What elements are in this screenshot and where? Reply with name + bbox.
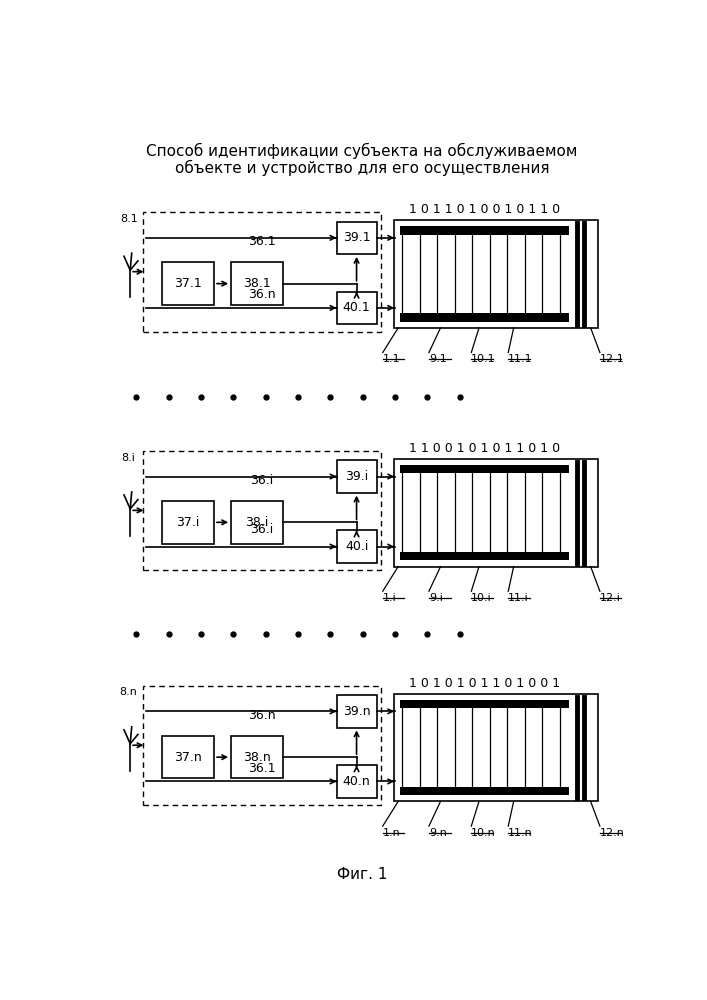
Text: 9.n: 9.n (429, 828, 447, 838)
Text: 10.i: 10.i (472, 593, 492, 603)
Text: 39.1: 39.1 (343, 231, 370, 244)
Bar (162, 501, 214, 544)
Bar (400, 552, 569, 560)
Text: 8.i: 8.i (122, 453, 136, 463)
Text: 36.n: 36.n (248, 288, 276, 301)
Text: 1 0 1 0 1 0 1 1 0 1 0 0 1: 1 0 1 0 1 0 1 1 0 1 0 0 1 (409, 677, 561, 690)
Bar (395, 459, 598, 567)
Bar (231, 262, 284, 305)
Bar (395, 694, 598, 801)
Text: 12.i: 12.i (600, 593, 621, 603)
Text: 37.n: 37.n (174, 751, 201, 764)
Text: 12.n: 12.n (600, 828, 625, 838)
Bar (337, 695, 377, 728)
Text: 36.1: 36.1 (248, 235, 276, 248)
Text: 10.n: 10.n (472, 828, 496, 838)
Bar (143, 451, 381, 570)
Text: 9.1: 9.1 (429, 354, 447, 364)
Text: 9.i: 9.i (429, 593, 443, 603)
Bar (143, 686, 381, 805)
Bar (337, 292, 377, 324)
Text: 11.1: 11.1 (508, 354, 533, 364)
Bar (337, 222, 377, 254)
Text: 1.i: 1.i (382, 593, 397, 603)
Text: 12.1: 12.1 (600, 354, 624, 364)
Bar (337, 530, 377, 563)
Text: 11.n: 11.n (508, 828, 533, 838)
Bar (231, 736, 284, 778)
Bar (400, 700, 569, 708)
Text: 11.i: 11.i (508, 593, 529, 603)
Text: 1 1 0 0 1 0 1 0 1 1 0 1 0: 1 1 0 0 1 0 1 0 1 1 0 1 0 (409, 442, 561, 455)
Bar (337, 460, 377, 493)
Text: 36.1: 36.1 (248, 762, 276, 775)
Text: 38.i: 38.i (245, 516, 269, 529)
Text: 1.n: 1.n (382, 828, 400, 838)
Text: 37.1: 37.1 (174, 277, 201, 290)
Text: 40.n: 40.n (343, 775, 370, 788)
Text: объекте и устройство для его осуществления: объекте и устройство для его осуществлен… (175, 160, 549, 176)
Text: 36.i: 36.i (250, 523, 274, 536)
Bar (400, 313, 569, 322)
Text: 36.n: 36.n (248, 709, 276, 722)
Bar (395, 220, 598, 328)
Text: 38.n: 38.n (243, 751, 271, 764)
Bar (337, 765, 377, 798)
Text: 1 0 1 1 0 1 0 0 1 0 1 1 0: 1 0 1 1 0 1 0 0 1 0 1 1 0 (409, 203, 561, 216)
Text: 8.1: 8.1 (119, 214, 138, 224)
Text: Способ идентификации субъекта на обслуживаемом: Способ идентификации субъекта на обслужи… (146, 143, 578, 159)
Text: 10.1: 10.1 (472, 354, 496, 364)
Bar (400, 787, 569, 795)
Text: 39.i: 39.i (345, 470, 368, 483)
Text: 36.i: 36.i (250, 474, 274, 487)
Bar (400, 226, 569, 235)
Text: 8.n: 8.n (119, 687, 138, 697)
Text: 37.i: 37.i (176, 516, 199, 529)
Bar (143, 212, 381, 332)
Text: 40.i: 40.i (345, 540, 368, 553)
Text: 1.1: 1.1 (382, 354, 400, 364)
Text: 39.n: 39.n (343, 705, 370, 718)
Text: 38.1: 38.1 (243, 277, 271, 290)
Text: Фиг. 1: Фиг. 1 (337, 867, 387, 882)
Text: 40.1: 40.1 (343, 301, 370, 314)
Bar (162, 262, 214, 305)
Bar (400, 465, 569, 473)
Bar (231, 501, 284, 544)
Bar (162, 736, 214, 778)
